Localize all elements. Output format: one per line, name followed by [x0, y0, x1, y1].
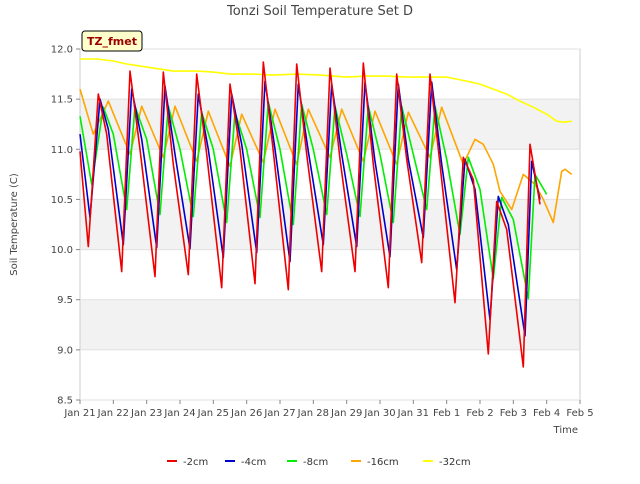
legend-label: -32cm: [439, 457, 471, 468]
x-tick-label: Jan 24: [163, 408, 195, 419]
x-tick-label: Jan 25: [197, 408, 229, 419]
x-tick-label: Jan 22: [97, 408, 129, 419]
site-badge-label: TZ_fmet: [87, 35, 137, 48]
legend-label: -8cm: [303, 457, 328, 468]
legend-label: -2cm: [183, 457, 208, 468]
x-tick-label: Feb 2: [466, 408, 493, 419]
y-axis-ticks: 12.0 11.5 11.0 10.5 10.0 9.5 9.0 8.5: [51, 45, 80, 407]
x-tick-label: Jan 28: [297, 408, 329, 419]
y-axis-label: Soil Temperature (C): [9, 173, 20, 276]
plot-bands: [80, 99, 580, 350]
series-lines: [79, 58, 573, 367]
legend-label: -4cm: [241, 457, 266, 468]
legend-label: -16cm: [367, 457, 399, 468]
y-tick-label: 8.5: [57, 396, 73, 407]
x-tick-label: Jan 31: [397, 408, 429, 419]
x-tick-label: Jan 26: [230, 408, 262, 419]
site-badge: TZ_fmet: [81, 30, 143, 52]
x-tick-label: Jan 21: [63, 408, 95, 419]
x-tick-label: Feb 3: [500, 408, 527, 419]
y-tick-label: 9.0: [57, 345, 73, 356]
x-tick-label: Jan 30: [363, 408, 395, 419]
chart-title: Tonzi Soil Temperature Set D: [226, 4, 413, 19]
gridlines: [80, 48, 580, 401]
y-tick-label: 10.5: [51, 195, 73, 206]
series-line: [80, 58, 572, 123]
legend: -2cm -4cm -8cm -16cm -32cm: [167, 457, 471, 468]
y-tick-label: 12.0: [51, 45, 73, 56]
x-axis-label: Time: [553, 425, 578, 436]
y-tick-label: 9.5: [57, 295, 73, 306]
x-tick-label: Feb 4: [533, 408, 560, 419]
y-tick-label: 11.0: [51, 145, 73, 156]
x-tick-label: Feb 5: [566, 408, 593, 419]
y-tick-label: 11.5: [51, 95, 73, 106]
x-tick-label: Jan 27: [263, 408, 295, 419]
y-tick-label: 10.0: [51, 245, 73, 256]
x-tick-label: Feb 1: [433, 408, 460, 419]
grid-band: [80, 299, 580, 350]
x-tick-label: Jan 29: [330, 408, 362, 419]
x-tick-label: Jan 23: [130, 408, 162, 419]
series-line: [79, 88, 573, 224]
x-axis-ticks: Jan 21 Jan 22 Jan 23 Jan 24 Jan 25 Jan 26 Jan …: [63, 400, 594, 419]
